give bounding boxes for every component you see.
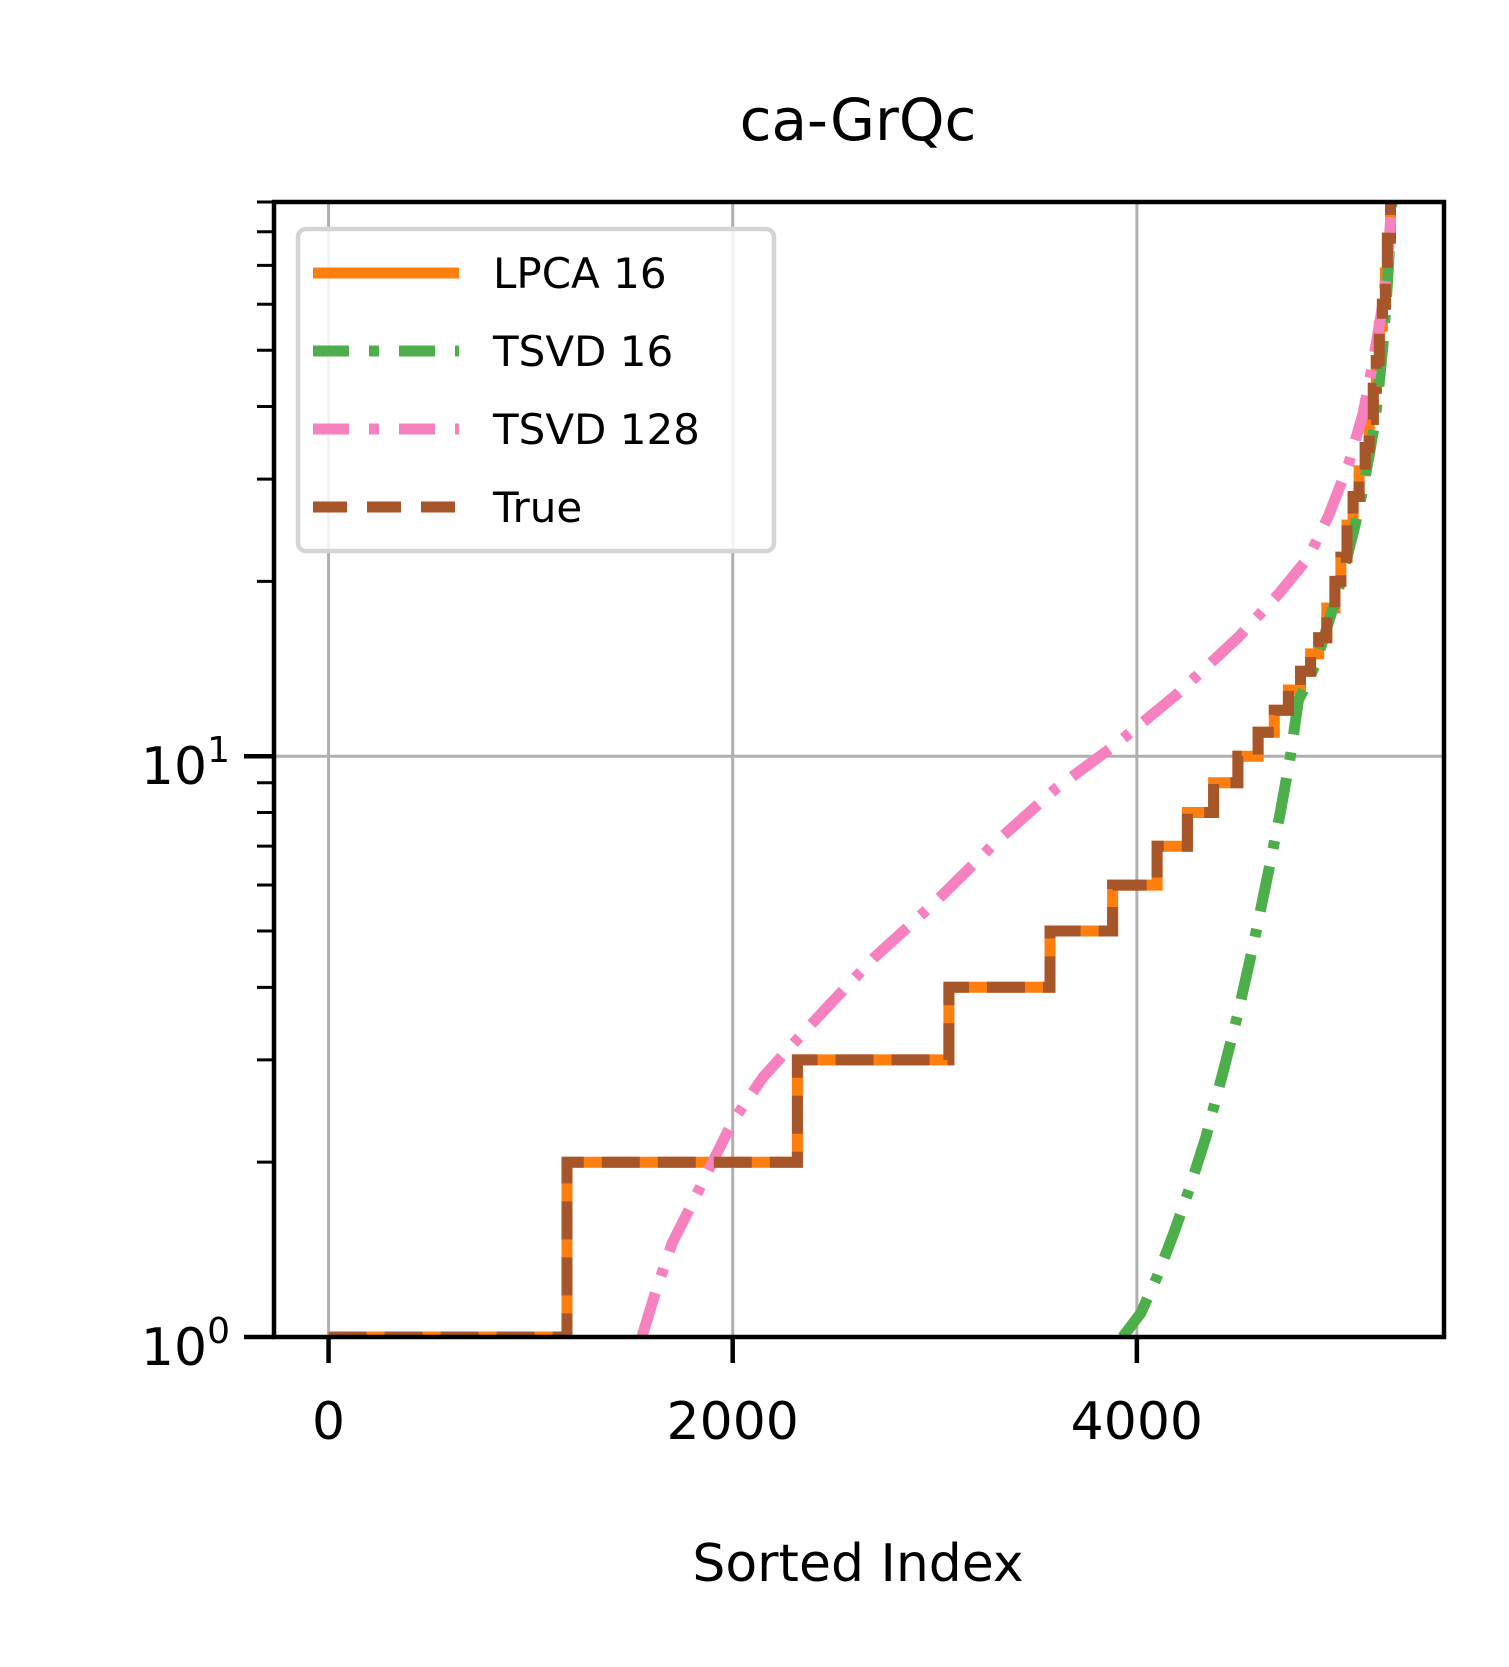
legend-label: True: [492, 483, 582, 532]
series-line-tsvd-16: [1118, 202, 1398, 1337]
x-tick-label: 2000: [667, 1392, 799, 1452]
legend-box: [295, 226, 777, 554]
x-tick-label: 0: [312, 1392, 345, 1452]
legend-entries: LPCA 16 TSVD 16 TSVD 128 True: [313, 249, 700, 532]
legend-label: TSVD 128: [492, 405, 700, 454]
series-line-tsvd-128: [636, 202, 1398, 1337]
axes: 0 2000 4000 100 101: [141, 200, 1203, 1452]
x-tick-label: 4000: [1071, 1392, 1203, 1452]
plot-frame: [271, 199, 1447, 1340]
y-tick-label: 100: [141, 1311, 230, 1378]
chart-title: ca-GrQc: [740, 86, 977, 154]
legend-label: TSVD 16: [492, 327, 673, 376]
x-axis-label: Sorted Index: [692, 1534, 1023, 1594]
series-layer: [328, 202, 1398, 1337]
y-tick-label: 101: [141, 730, 230, 797]
series-line-true: [328, 202, 1396, 1337]
legend-label: LPCA 16: [493, 249, 667, 298]
legend: LPCA 16 TSVD 16 TSVD 128 True: [295, 226, 777, 554]
